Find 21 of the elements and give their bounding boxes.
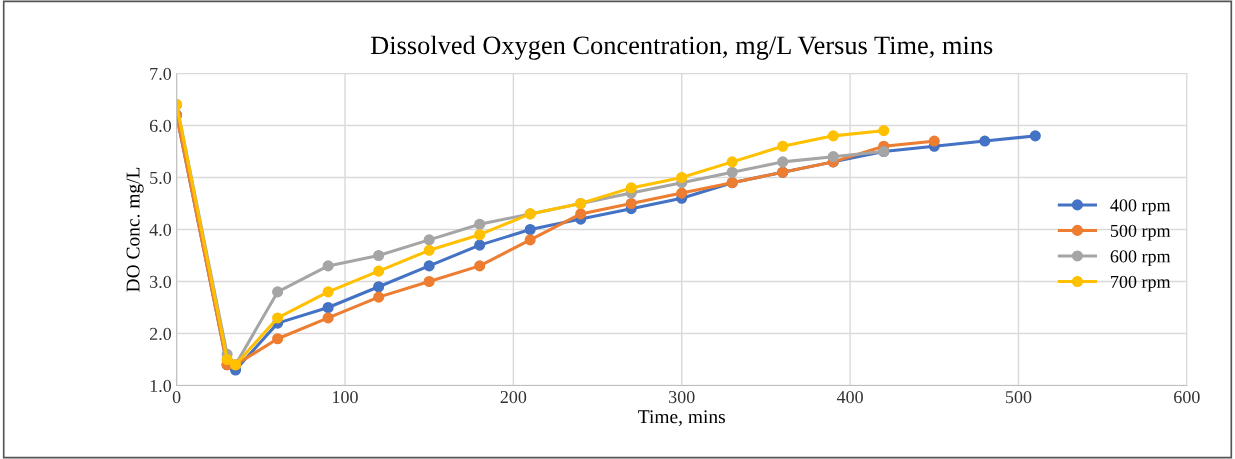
chart-title: Dissolved Oxygen Concentration, mg/L Versus Time, mins — [370, 35, 993, 60]
legend-label: 700 rpm — [1111, 275, 1171, 292]
x-tick-label: 300 — [669, 390, 695, 404]
legend-label: 500 rpm — [1110, 224, 1171, 241]
x-axis-title: Time, mins — [638, 410, 725, 427]
x-tick-label: 400 — [836, 390, 863, 404]
x-tick-label: 500 — [1005, 390, 1032, 404]
legend-label: 400 rpm — [1110, 199, 1171, 216]
y-tick-label: 6.0 — [149, 119, 172, 132]
x-tick-label: 600 — [1174, 390, 1200, 404]
y-tick-label: 5.0 — [150, 171, 172, 184]
y-axis-title: DO Conc. mg/L — [126, 167, 144, 292]
y-tick-label: 3.0 — [150, 275, 172, 289]
y-tick-label: 7.0 — [150, 67, 172, 80]
x-tick-label: 200 — [500, 390, 527, 404]
legend-label: 600 rpm — [1110, 250, 1171, 267]
y-tick-label: 4.0 — [149, 223, 172, 237]
y-tick-label: 2.0 — [149, 327, 172, 341]
x-tick-label: 100 — [333, 390, 358, 404]
x-tick-label: 0 — [172, 390, 181, 404]
y-tick-label: 1.0 — [150, 379, 172, 393]
